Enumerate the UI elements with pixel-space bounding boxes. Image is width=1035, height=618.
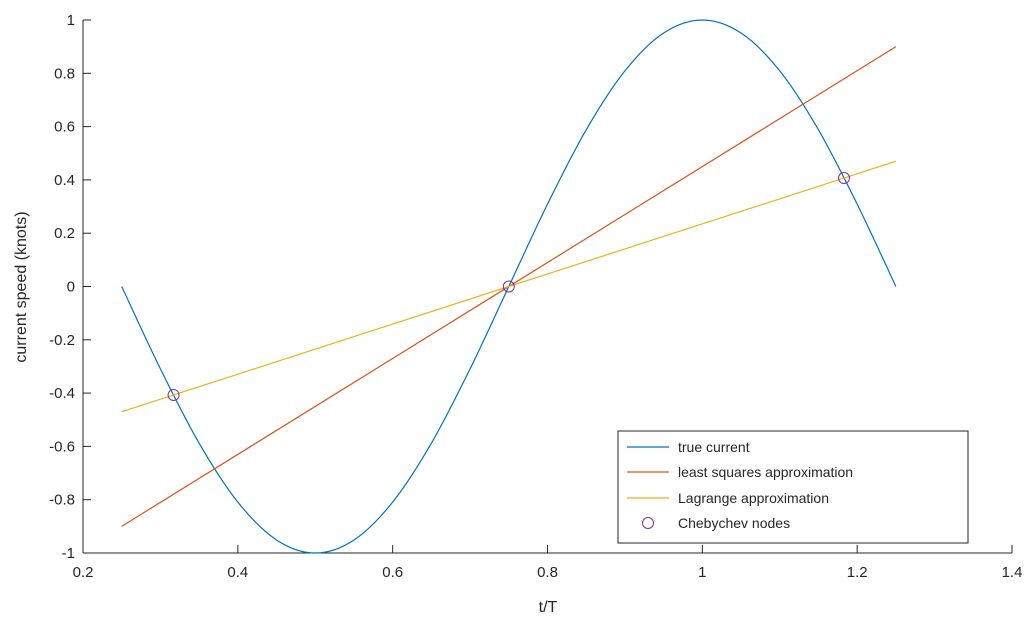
y-tick-label-3: 0.4 <box>54 172 75 189</box>
legend-label-true-current: true current <box>678 439 750 455</box>
y-axis-label: current speed (knots) <box>13 211 30 362</box>
lagrange-approximation-line <box>121 160 897 413</box>
chebychev-nodes-point-0 <box>167 388 180 401</box>
y-tick-label-9: -0.8 <box>49 492 75 509</box>
legend: true current least squares approximation… <box>617 430 969 544</box>
x-tick-label-1: 0.4 <box>227 564 248 581</box>
y-tick-label-6: -0.2 <box>49 332 75 349</box>
y-tick-label-1: 0.8 <box>54 65 75 82</box>
x-tick-label-6: 1.4 <box>1002 564 1023 581</box>
plot-area: 0.2 0.4 0.6 0.8 1 1.2 1.4 1 0.8 0.6 0.4 0.2 0 -0.2 -0.… <box>49 12 1022 581</box>
legend-label-chebychev-nodes: Chebychev nodes <box>678 515 790 531</box>
chebychev-nodes-point-1 <box>502 280 515 293</box>
x-tick-label-3: 0.8 <box>537 564 558 581</box>
legend-box <box>617 430 969 544</box>
x-tick-label-5: 1.2 <box>847 564 868 581</box>
x-tick-label-0: 0.2 <box>73 564 94 581</box>
y-tick-label-4: 0.2 <box>54 225 75 242</box>
y-tick-label-10: -1 <box>62 545 75 562</box>
x-tick-label-2: 0.6 <box>382 564 403 581</box>
legend-label-least-squares: least squares approximation <box>678 464 853 480</box>
y-tick-label-8: -0.6 <box>49 438 75 455</box>
legend-label-lagrange: Lagrange approximation <box>678 490 829 506</box>
y-tick-label-7: -0.4 <box>49 385 75 402</box>
y-tick-label-5: 0 <box>67 279 75 296</box>
y-tick-label-0: 1 <box>67 12 75 29</box>
x-tick-label-4: 1 <box>698 564 706 581</box>
y-tick-label-2: 0.6 <box>54 119 75 136</box>
chebychev-nodes-point-2 <box>838 172 851 185</box>
legend-marker-chebychev-nodes <box>642 517 654 529</box>
x-axis-label: t/T <box>539 599 558 616</box>
